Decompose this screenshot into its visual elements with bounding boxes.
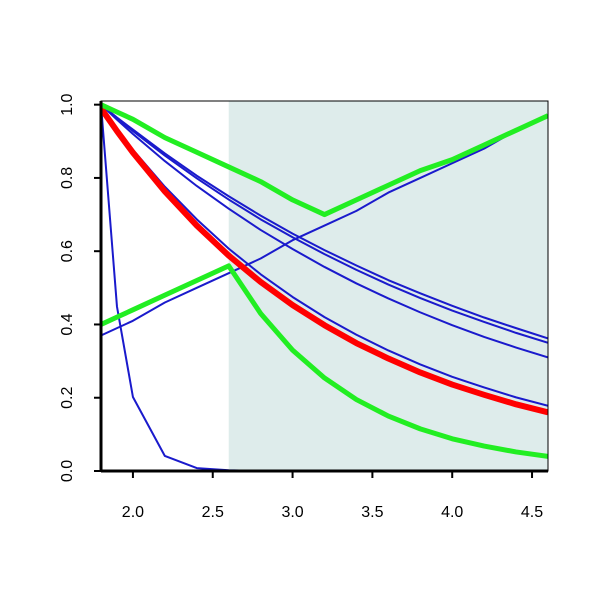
x-tick-label: 4.0 — [441, 504, 463, 521]
shaded-region — [228, 101, 548, 471]
series-line — [101, 102, 548, 218]
y-tick-label: 0.2 — [59, 387, 76, 409]
series-line — [101, 114, 548, 337]
x-tick-label: 2.5 — [202, 504, 224, 521]
y-tick-label: 0.6 — [59, 240, 76, 262]
series-line — [101, 106, 548, 416]
series-line — [101, 103, 548, 340]
y-tick-label: 0.0 — [59, 460, 76, 482]
x-tick-label: 3.5 — [361, 504, 383, 521]
series-line — [101, 103, 548, 359]
series-line — [101, 103, 548, 344]
x-tick-label: 4.5 — [521, 504, 543, 521]
y-tick-label: 1.0 — [59, 93, 76, 115]
y-tick-label: 0.8 — [59, 167, 76, 189]
series-line — [101, 263, 548, 459]
x-tick-label: 3.0 — [281, 504, 303, 521]
x-tick-label: 2.0 — [122, 504, 144, 521]
y-tick-label: 0.4 — [59, 313, 76, 335]
